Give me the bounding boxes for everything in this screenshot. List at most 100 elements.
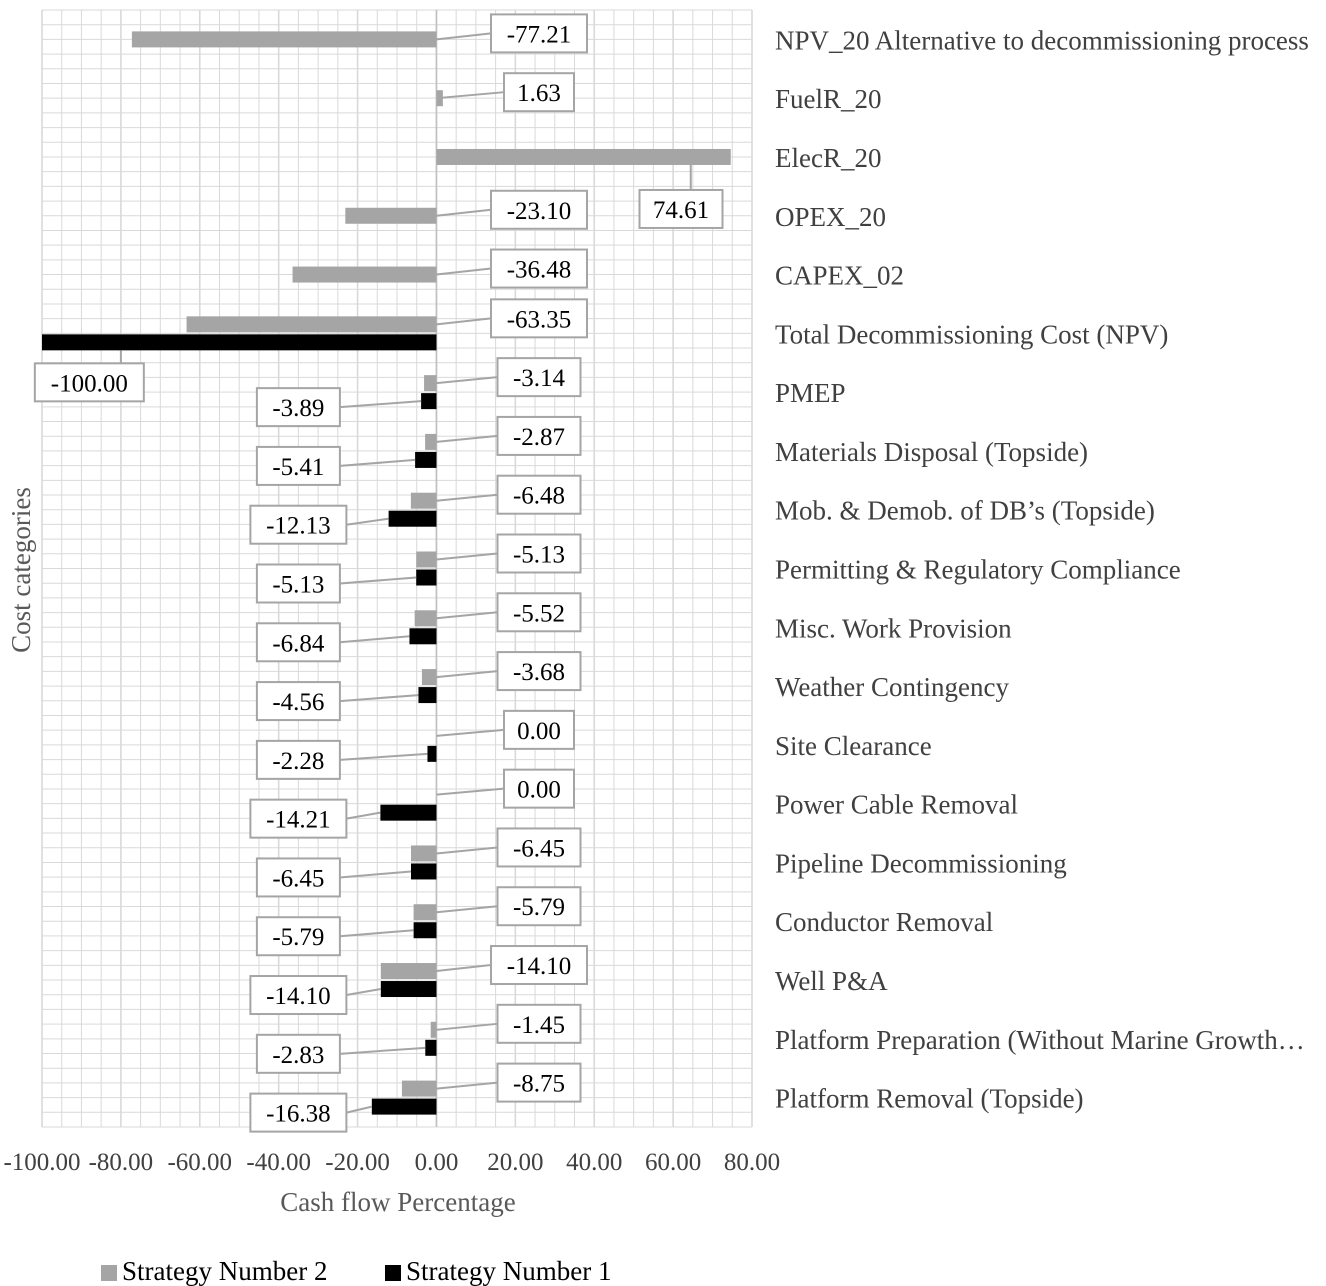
data-label-strategy-2-text: -6.45 <box>513 835 565 862</box>
bar-strategy-1 <box>427 745 437 762</box>
data-label-strategy-2: -6.48 <box>436 474 582 515</box>
data-label-strategy-2: -2.87 <box>436 415 582 456</box>
category-label: Well P&A <box>775 966 888 996</box>
data-label-strategy-1: -5.79 <box>255 916 414 957</box>
data-label-strategy-2-text: 74.61 <box>653 197 709 224</box>
bar-strategy-1 <box>418 687 437 704</box>
data-label-strategy-2-text: -2.87 <box>513 424 565 451</box>
data-label-strategy-1: -6.45 <box>255 857 412 898</box>
legend: Strategy Number 2 Strategy Number 1 <box>101 1256 611 1286</box>
bar-strategy-2 <box>421 669 437 686</box>
category-label: OPEX_20 <box>775 202 886 232</box>
data-label-strategy-2: -77.21 <box>436 13 588 54</box>
bar-strategy-1 <box>413 922 437 939</box>
bar-strategy-2 <box>414 610 437 627</box>
data-label-strategy-2-text: -14.10 <box>507 953 572 980</box>
data-label-strategy-1-text: -4.56 <box>272 689 324 716</box>
data-label-strategy-2: -5.52 <box>436 592 582 633</box>
x-tick-label: 60.00 <box>645 1149 701 1176</box>
category-label: Platform Preparation (Without Marine Gro… <box>775 1025 1305 1055</box>
legend-swatch-strategy-2 <box>101 1265 117 1281</box>
bar-strategy-1 <box>380 981 437 998</box>
data-label-strategy-2: -3.68 <box>436 651 582 692</box>
category-label: FuelR_20 <box>775 84 882 114</box>
data-label-strategy-1-text: -5.79 <box>272 924 324 951</box>
data-label-strategy-1-text: -5.41 <box>272 454 324 481</box>
data-label-strategy-1: -14.21 <box>249 798 381 839</box>
data-label-strategy-2: 0.00 <box>436 768 575 809</box>
data-label-strategy-1-text: -6.45 <box>272 865 324 892</box>
data-label-strategy-1: -4.56 <box>255 681 419 722</box>
category-label: NPV_20 Alternative to decommissioning pr… <box>775 25 1309 55</box>
x-tick-label: -40.00 <box>246 1149 311 1176</box>
bar-strategy-2 <box>292 266 437 283</box>
category-label: PMEP <box>775 378 846 408</box>
category-label: Power Cable Removal <box>775 790 1018 820</box>
data-label-strategy-2: -5.79 <box>436 886 582 927</box>
x-tick-label: -60.00 <box>167 1149 232 1176</box>
data-label-strategy-2-text: -5.13 <box>513 542 565 569</box>
data-label-strategy-1: -2.28 <box>255 739 428 780</box>
data-label-strategy-2-text: -36.48 <box>507 257 572 284</box>
bar-strategy-1 <box>371 1098 437 1115</box>
category-label: Total Decommissioning Cost (NPV) <box>775 319 1168 349</box>
data-label-strategy-1: -14.10 <box>249 975 381 1016</box>
bar-strategy-1 <box>409 628 437 645</box>
data-label-strategy-2: -36.48 <box>436 248 588 289</box>
bar-strategy-1 <box>416 569 437 586</box>
bar-strategy-2 <box>380 963 437 980</box>
data-label-strategy-2: -6.45 <box>436 827 582 868</box>
data-label-strategy-1-text: -2.28 <box>272 748 324 775</box>
legend-swatch-strategy-1 <box>385 1265 401 1281</box>
legend-label-strategy-1: Strategy Number 1 <box>406 1256 611 1286</box>
x-tick-label: 0.00 <box>415 1149 459 1176</box>
data-labels: -77.21 1.63 74.61 -23.10 -36.48 -63.35 -100.00… <box>33 13 724 1133</box>
legend-label-strategy-2: Strategy Number 2 <box>122 1256 327 1286</box>
data-label-strategy-1-text: -12.13 <box>266 513 331 540</box>
data-label-strategy-1: -12.13 <box>249 504 389 545</box>
x-axis-title: Cash flow Percentage <box>280 1187 515 1217</box>
data-label-strategy-1: -2.83 <box>255 1033 426 1074</box>
category-label: Weather Contingency <box>775 672 1009 702</box>
x-tick-label: 40.00 <box>566 1149 622 1176</box>
bar-strategy-2 <box>436 148 731 165</box>
category-label: Mob. & Demob. of DB’s (Topside) <box>775 496 1155 526</box>
x-tick-label: -100.00 <box>3 1149 80 1176</box>
data-label-strategy-1: -5.13 <box>255 563 417 604</box>
x-tick-label: 80.00 <box>724 1149 780 1176</box>
data-label-strategy-1-text: -6.84 <box>272 630 325 657</box>
bar-strategy-2 <box>413 904 437 921</box>
bar-strategy-2 <box>345 207 437 224</box>
bar-strategy-2 <box>425 433 437 450</box>
bar-strategy-1 <box>42 334 437 351</box>
axes: Cash flow Percentage Cost categories <box>6 487 516 1217</box>
data-label-strategy-2: -1.45 <box>436 1003 582 1044</box>
data-label-strategy-2-text: -77.21 <box>507 21 572 48</box>
data-label-strategy-1-text: -14.21 <box>266 807 331 834</box>
data-label-strategy-1-text: -3.89 <box>272 395 324 422</box>
data-label-strategy-1: -3.89 <box>255 387 422 428</box>
category-label: Site Clearance <box>775 731 932 761</box>
data-label-strategy-2-text: -6.48 <box>513 483 565 510</box>
data-label-strategy-1: -16.38 <box>249 1092 373 1133</box>
data-label-strategy-1-text: -14.10 <box>266 983 331 1010</box>
data-label-strategy-2-text: -1.45 <box>513 1012 565 1039</box>
data-label-strategy-2-text: -8.75 <box>513 1071 565 1098</box>
data-label-strategy-2-text: -5.52 <box>513 600 565 627</box>
data-label-strategy-2-text: -3.68 <box>513 659 565 686</box>
data-label-strategy-2-text: -23.10 <box>507 198 572 225</box>
data-label-strategy-1-text: -5.13 <box>272 572 324 599</box>
category-labels: NPV_20 Alternative to decommissioning pr… <box>775 25 1309 1113</box>
data-label-strategy-2-text: 0.00 <box>517 718 561 745</box>
category-label: ElecR_20 <box>775 143 881 173</box>
bar-strategy-2 <box>430 1021 437 1038</box>
bars <box>42 31 731 1115</box>
data-label-strategy-2: 74.61 <box>638 164 724 229</box>
bar-strategy-2 <box>186 316 437 333</box>
data-label-strategy-2-text: 1.63 <box>517 80 561 107</box>
bar-strategy-2 <box>424 375 437 392</box>
data-label-strategy-2: -63.35 <box>436 298 588 339</box>
bar-strategy-1 <box>425 1039 437 1056</box>
data-label-strategy-2: 1.63 <box>436 72 575 113</box>
